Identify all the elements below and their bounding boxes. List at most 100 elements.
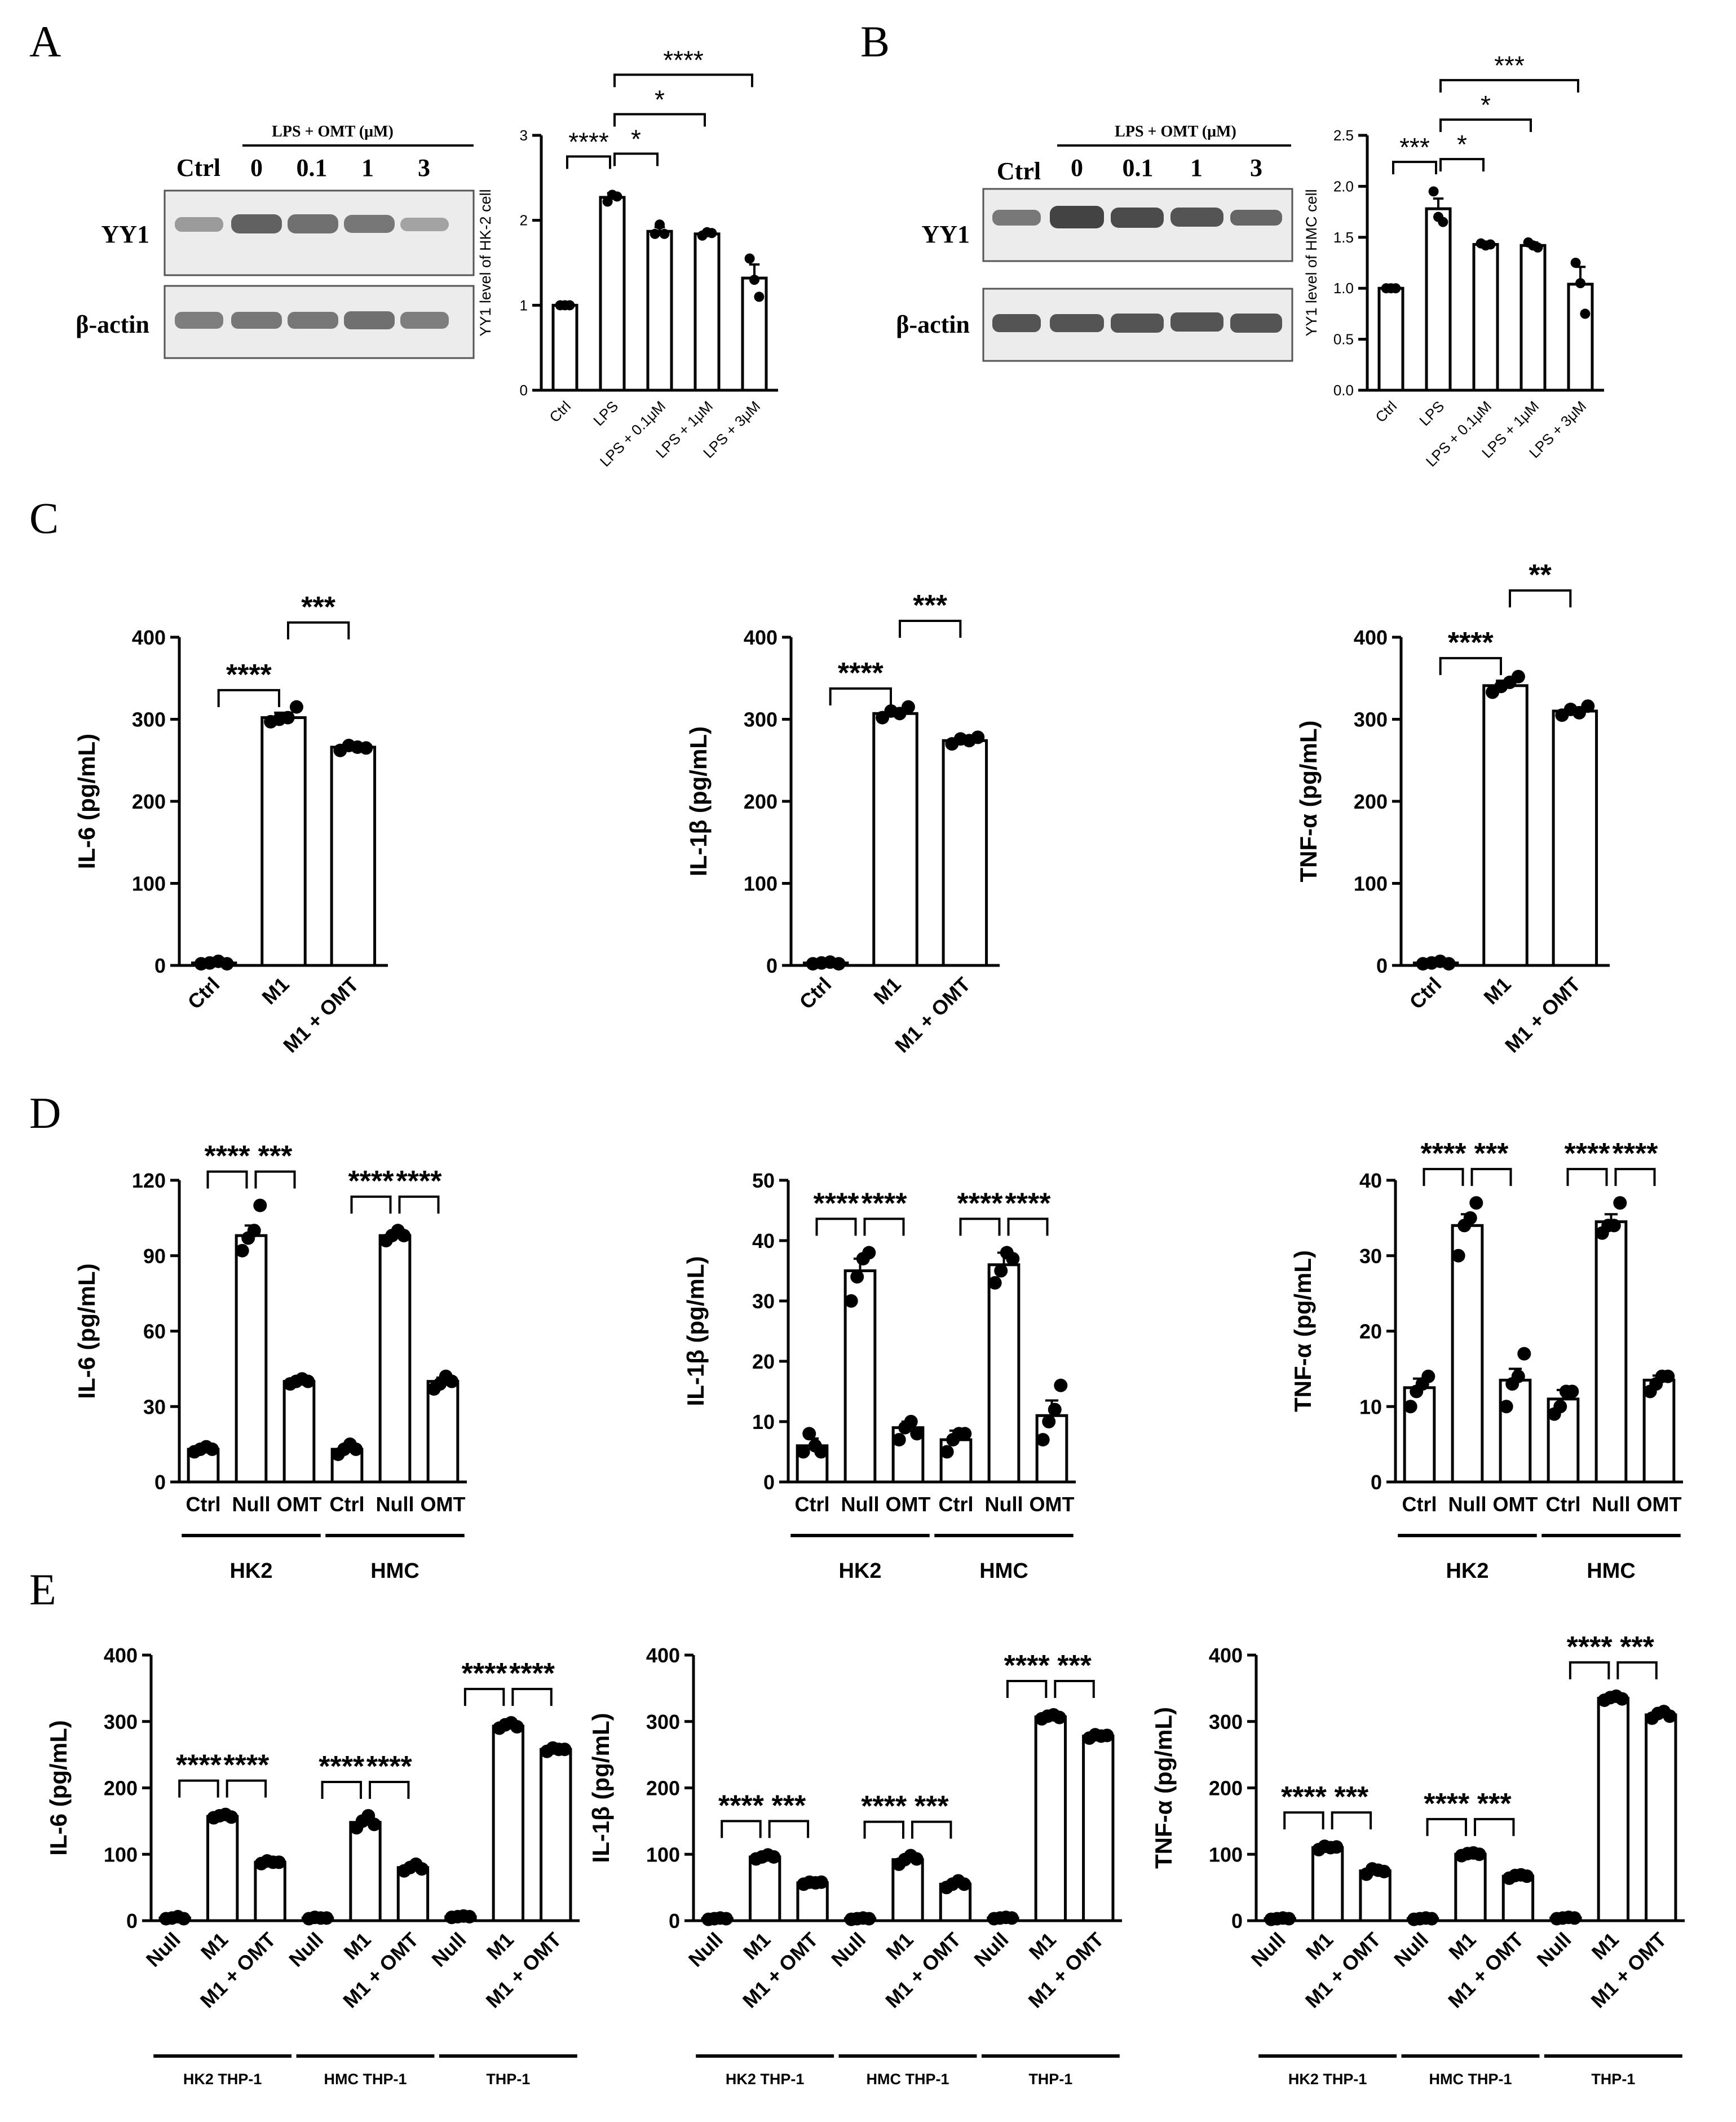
x-tick-label: Null [1389, 1928, 1433, 1971]
significance-stars: *** [1620, 1631, 1654, 1664]
bar [942, 739, 988, 967]
bar [1645, 1713, 1677, 1922]
significance-stars: **** [319, 1750, 365, 1783]
panel-label-e: E [29, 1565, 56, 1614]
data-point [253, 1198, 267, 1212]
y-tick-label: 0 [154, 954, 166, 977]
bar [426, 1380, 460, 1484]
y-tick-label: 200 [104, 1777, 138, 1800]
x-tick-label: Ctrl [183, 973, 224, 1014]
y-tick-label: 100 [104, 1843, 138, 1866]
y-tick-label: 0.0 [1333, 382, 1354, 399]
group-label: HMC [979, 1559, 1028, 1583]
x-tick-label: Null [284, 1928, 328, 1971]
y-tick-label: 40 [752, 1229, 775, 1252]
data-point [1425, 1912, 1439, 1926]
y-tick-label: 0 [1231, 1909, 1243, 1933]
significance-bracket [511, 1688, 553, 1706]
blot-b-lane-3: 3 [1250, 154, 1262, 182]
bar [378, 1234, 412, 1484]
significance-stars: **** [509, 1657, 555, 1690]
y-tick-label: 2.0 [1333, 178, 1354, 195]
data-point [958, 1427, 972, 1441]
group-label: HK2 THP-1 [726, 2071, 805, 2088]
significance-stars: **** [223, 1749, 270, 1782]
significance-bracket [613, 152, 659, 166]
y-tick-label: 100 [1354, 872, 1388, 895]
data-point [957, 1877, 971, 1891]
significance-bracket [254, 1170, 296, 1189]
significance-stars: **** [957, 1187, 1004, 1220]
western-blot-b: LPS + OMT (μM) Ctrl 0 0.1 1 3 YY1 β-acti… [896, 123, 1293, 362]
x-tick-label: Null [1247, 1928, 1290, 1971]
y-tick-label: 30 [1359, 1245, 1382, 1268]
significance-stars: **** [1567, 1631, 1613, 1664]
group-label: HMC [1587, 1559, 1636, 1583]
x-tick-label: OMT [1030, 1493, 1075, 1516]
data-point [1607, 1219, 1621, 1233]
x-tick-label: OMT [277, 1493, 322, 1516]
data-point [1042, 1415, 1056, 1428]
significance-bracket [863, 1820, 904, 1839]
bar [1519, 244, 1547, 392]
data-point [719, 1912, 733, 1926]
x-tick-label: Ctrl [1404, 973, 1446, 1014]
significance-bracket [226, 1779, 267, 1798]
data-point [1520, 1869, 1534, 1883]
y-tick-label: 200 [646, 1777, 680, 1800]
x-tick-label: M1 [1024, 1928, 1061, 1964]
group-label: HK2 THP-1 [1288, 2071, 1367, 2088]
x-tick-label: Ctrl [330, 1493, 365, 1516]
significance-bracket [1423, 1168, 1464, 1186]
x-tick-label: Ctrl [794, 973, 836, 1014]
significance-bracket [1007, 1217, 1049, 1236]
data-point [349, 1442, 363, 1457]
significance-stars: **** [663, 45, 704, 74]
y-tick-label: 400 [646, 1644, 680, 1667]
x-tick-label: Null [1532, 1928, 1575, 1971]
chart-d1: 0 30 60 90 120 IL-6 (pg/mL) Ctrl Null OMT Ctrl Nul… [73, 1140, 467, 1583]
x-tick-label: Ctrl [546, 398, 574, 426]
significance-bracket [350, 1195, 392, 1214]
data-point [1565, 1384, 1579, 1399]
significance-bracket [321, 1780, 362, 1799]
data-point [1663, 1709, 1677, 1723]
data-point [650, 228, 660, 239]
y-axis-label: YY1 level of HMC cell [1303, 189, 1320, 336]
bar [260, 716, 307, 967]
significance-bracket [959, 1217, 1001, 1236]
data-point [802, 1427, 816, 1441]
data-point [904, 1415, 918, 1428]
data-point [1463, 1211, 1477, 1225]
y-tick-label: 10 [752, 1410, 775, 1433]
blot-a-header: LPS + OMT (μM) [272, 123, 394, 140]
significance-stars: **** [1613, 1137, 1659, 1170]
data-point [1472, 1847, 1486, 1861]
significance-bracket [829, 687, 892, 705]
x-tick-label: Null [232, 1493, 271, 1516]
data-point [767, 1850, 781, 1864]
x-tick-label: M1 + OMT [1500, 973, 1585, 1057]
bar [1472, 242, 1499, 392]
blot-a-lane-ctrl: Ctrl [176, 154, 220, 182]
y-tick-label: 2 [520, 212, 528, 229]
y-tick-label: 0 [669, 1909, 680, 1933]
chart-b: 0.0 0.5 1.0 1.5 2.0 2.5 YY1 level of HMC cell C… [1303, 51, 1604, 470]
data-point [1499, 1400, 1513, 1414]
y-tick-label: 300 [1354, 708, 1388, 731]
data-point [367, 1817, 381, 1832]
data-point [1511, 1369, 1525, 1383]
x-tick-label: Null [142, 1928, 185, 1971]
chart-d2: 0 10 20 30 40 50 IL-1β (pg/mL) Ctrl Null OMT Ctrl N… [682, 1169, 1076, 1583]
x-tick-label: Null [985, 1493, 1023, 1516]
significance-bracket [721, 1820, 762, 1838]
bar [1594, 1220, 1628, 1484]
data-point [1469, 1196, 1483, 1210]
bar [599, 196, 626, 392]
y-tick-label: 0 [154, 1471, 166, 1494]
x-tick-label: Null [1592, 1493, 1631, 1516]
y-tick-label: 300 [744, 708, 778, 731]
group-label: HMC THP-1 [867, 2071, 949, 2088]
data-point [1517, 1347, 1531, 1361]
